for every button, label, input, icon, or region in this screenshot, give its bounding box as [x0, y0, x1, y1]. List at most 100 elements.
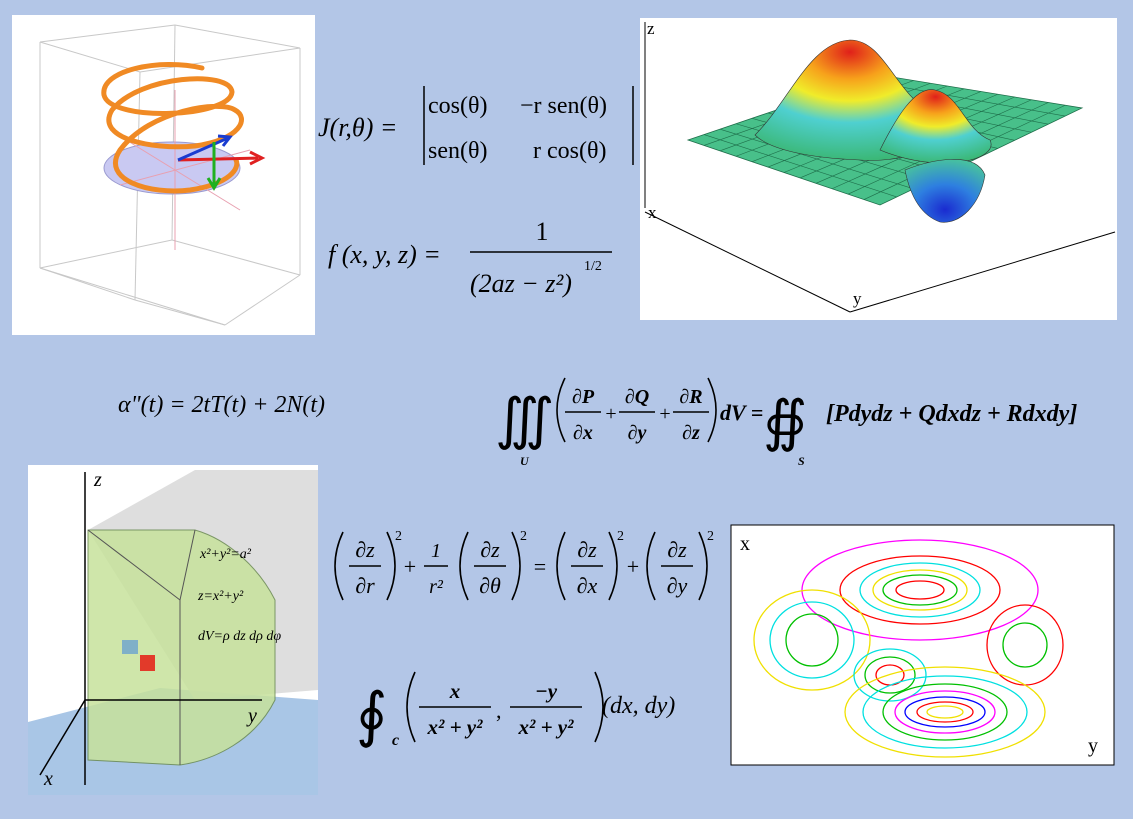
axis-label: z	[647, 19, 655, 38]
formula-text: ∂z	[355, 537, 375, 562]
formula-text: +	[627, 554, 639, 579]
formula-text: ∂x	[573, 422, 593, 444]
contour-line	[872, 569, 968, 611]
formula-text: (dx, dy)	[602, 693, 675, 719]
axis-line	[849, 231, 1116, 313]
formula-text: S	[798, 454, 805, 468]
box-edge	[171, 24, 176, 241]
parenthesis	[556, 377, 566, 443]
formula-text: x² + y²	[427, 715, 484, 739]
formula-text: r cos(θ)	[533, 138, 606, 164]
formula-text: ∂x	[577, 573, 598, 598]
contour-line	[839, 555, 1001, 625]
axis-label: y	[853, 289, 862, 308]
axis-label: y	[246, 705, 257, 727]
parenthesis	[646, 531, 656, 601]
axis-label: y	[1088, 735, 1098, 757]
edge	[179, 529, 196, 601]
vector	[177, 134, 233, 162]
formula-text: 1/2	[584, 259, 602, 274]
annotation: x²+y²=a²	[199, 547, 252, 562]
contour-line	[844, 666, 1046, 758]
parenthesis	[386, 531, 396, 601]
contour-line	[882, 574, 958, 606]
cylinder-wedge	[87, 529, 276, 766]
contour-line	[853, 648, 927, 702]
formula-text: c	[392, 732, 399, 749]
formula-text: +	[659, 403, 670, 425]
axis-label: x	[43, 768, 53, 790]
formula-text: J(r,θ) =	[318, 113, 397, 142]
formula-text: 1	[431, 540, 441, 562]
axis-line	[644, 211, 851, 313]
contour-line	[801, 539, 1039, 641]
formula-text: ∂z	[480, 537, 500, 562]
parenthesis	[707, 377, 717, 443]
parenthesis	[406, 671, 416, 743]
contour-line	[859, 562, 981, 618]
volume-element	[140, 655, 155, 671]
contour-line	[753, 589, 871, 691]
formula-text: ,	[496, 698, 502, 723]
box-edge	[39, 267, 136, 301]
contour-line	[904, 696, 986, 728]
parenthesis	[334, 531, 344, 601]
contour-line	[916, 701, 974, 723]
formula-text: U	[520, 454, 530, 468]
parenthesis	[608, 531, 618, 601]
axis-label: x	[648, 203, 657, 222]
box-edge	[224, 274, 301, 326]
formula-text: ∂z	[577, 537, 597, 562]
formula-text: +	[404, 554, 416, 579]
formula-text: 2	[520, 529, 527, 544]
box-edge	[134, 299, 226, 326]
vector	[177, 150, 266, 166]
formula-text: =	[534, 554, 546, 579]
formula-text: 2	[707, 529, 714, 544]
contour-line	[1002, 622, 1048, 668]
formula-text: 1	[536, 217, 549, 246]
axis-line	[39, 699, 86, 776]
formula-text: ∂R	[679, 386, 702, 408]
contour-line	[882, 683, 1008, 741]
parenthesis	[556, 531, 566, 601]
formula-text: 2	[617, 529, 624, 544]
formula-text: [Pdydz + Qdxdz + Rdxdy]	[826, 401, 1077, 427]
formula-text: ∂Q	[625, 386, 649, 408]
formula-text: ∯	[763, 389, 807, 454]
contour-line	[862, 675, 1028, 749]
formula-text: −r sen(θ)	[520, 93, 607, 119]
formula-text: ∮	[356, 680, 387, 750]
contour-line	[926, 705, 964, 719]
contour-line	[769, 601, 855, 679]
formula-text: ∂θ	[479, 573, 501, 598]
parenthesis	[594, 671, 604, 743]
box-edge	[174, 24, 301, 49]
axis-label: x	[740, 533, 750, 555]
box-edge	[39, 41, 141, 73]
contour-line	[785, 613, 839, 667]
formula-text: f (x, y, z) =	[328, 240, 441, 269]
formula-text: ∂z	[667, 537, 687, 562]
box-edge	[39, 24, 176, 43]
formula-text: (2az − z²)	[470, 269, 572, 298]
surface-dip	[904, 159, 986, 223]
box-edge	[139, 47, 301, 73]
formula-text: +	[605, 403, 616, 425]
formula-text: 2	[395, 529, 402, 544]
formula-text: x	[449, 679, 461, 703]
box-edge	[39, 267, 226, 326]
contour-line	[894, 690, 996, 734]
contour-panel	[730, 524, 1115, 766]
formula-text: x² + y²	[518, 715, 575, 739]
formula-text: α"(t) = 2tT(t) + 2N(t)	[118, 392, 325, 418]
axis-label: z	[93, 469, 102, 491]
formula-text: dV =	[720, 400, 763, 425]
formula-text: sen(θ)	[428, 138, 487, 164]
formula-text: ∭	[495, 387, 554, 452]
parenthesis	[459, 531, 469, 601]
formula-text: ∂y	[628, 422, 647, 444]
helix	[101, 61, 244, 194]
